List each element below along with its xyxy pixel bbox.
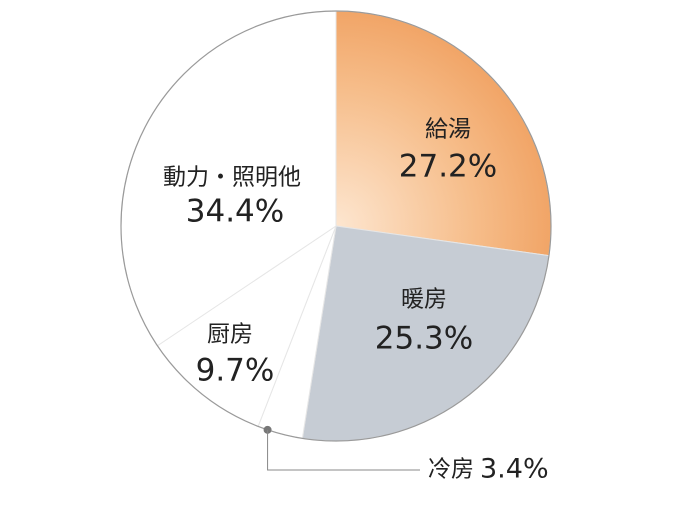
slice-value: 3.4% bbox=[480, 454, 549, 485]
slice-value: 9.7% bbox=[196, 353, 275, 389]
slice-name: 暖房 bbox=[401, 287, 447, 313]
slice-name: 厨房 bbox=[207, 322, 253, 348]
slice-value: 27.2% bbox=[399, 149, 497, 185]
slice-value: 34.4% bbox=[186, 194, 284, 230]
pie-outline bbox=[120, 10, 552, 442]
leader-line bbox=[267, 429, 420, 471]
slice-name: 動力・照明他 bbox=[163, 165, 301, 191]
slice-name: 給湯 bbox=[425, 117, 471, 143]
slice-name: 冷房 bbox=[428, 457, 474, 483]
slice-value: 25.3% bbox=[375, 321, 473, 357]
